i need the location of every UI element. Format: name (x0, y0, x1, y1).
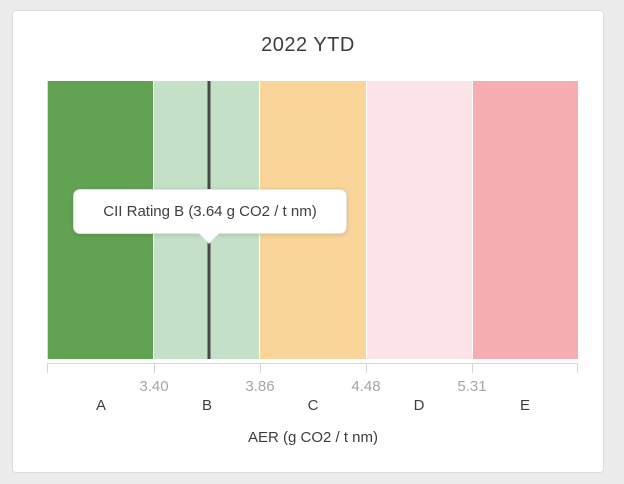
tooltip: CII Rating B (3.64 g CO2 / t nm) (73, 189, 347, 234)
tooltip-text: CII Rating B (3.64 g CO2 / t nm) (103, 203, 317, 220)
axis-tick (366, 363, 367, 373)
rating-band-d[interactable] (366, 81, 472, 359)
axis-tick (472, 363, 473, 373)
plot-area[interactable] (48, 81, 579, 359)
band-label-e: E (519, 397, 531, 414)
band-label-d: D (413, 397, 425, 414)
band-label-c: C (307, 397, 319, 414)
axis-tick (260, 363, 261, 373)
x-axis-title: AER (g CO2 / t nm) (247, 429, 379, 446)
chart-card: 2022 YTD CII Rating B (3.64 g CO2 / t nm… (12, 10, 604, 473)
tick-label-3-86: 3.86 (245, 378, 275, 395)
axis-tick (577, 363, 578, 373)
tick-label-4-48: 4.48 (351, 378, 381, 395)
tick-label-5-31: 5.31 (457, 378, 487, 395)
rating-band-e[interactable] (472, 81, 579, 359)
tick-label-3-40: 3.40 (139, 378, 169, 395)
x-axis-line (48, 363, 578, 364)
axis-tick (47, 363, 48, 373)
y-axis-line (47, 81, 48, 359)
chart-title: 2022 YTD (261, 34, 355, 56)
band-label-b: B (201, 397, 213, 414)
band-label-a: A (95, 397, 107, 414)
axis-tick (154, 363, 155, 373)
